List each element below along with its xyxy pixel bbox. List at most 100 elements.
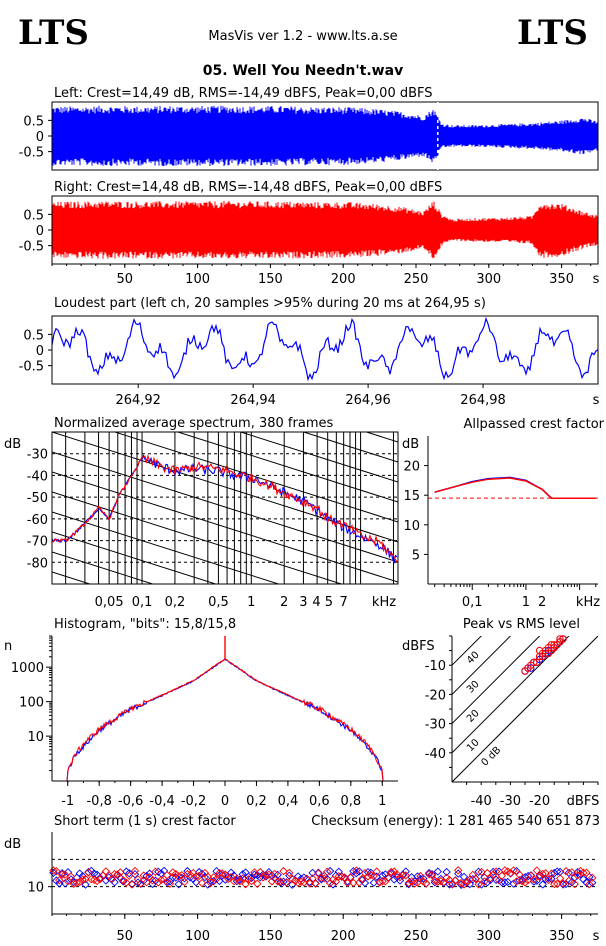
crest-marker-left <box>570 873 579 882</box>
crest-marker-right <box>194 871 204 881</box>
x-tick-label: 150 <box>258 272 283 287</box>
x-tick-label: 0,1 <box>132 595 153 610</box>
diagonal-label: 40 <box>465 650 482 667</box>
x-unit-label: kHz <box>372 595 396 610</box>
diagonal-label: 10 <box>465 737 482 754</box>
crest-marker-right <box>323 867 332 876</box>
crest-marker-left <box>226 868 236 877</box>
y-axis-label: dBFS <box>402 639 435 654</box>
slope-line <box>52 451 398 563</box>
x-tick-label: 250 <box>404 272 429 287</box>
crest-marker-right <box>515 870 524 879</box>
crest-marker-left <box>357 875 367 885</box>
crest-marker-right <box>165 879 175 888</box>
crest-marker-right <box>92 876 102 886</box>
y-tick-label: -20 <box>425 688 446 703</box>
x-tick-label: 1 <box>247 595 255 610</box>
x-tick-label: 0 <box>221 794 229 809</box>
crest-left-line <box>434 476 596 499</box>
crest-marker-right <box>291 876 300 886</box>
crest-marker-right <box>241 880 250 889</box>
crest-marker-left <box>459 872 469 882</box>
crest-marker-right <box>558 879 568 888</box>
crest-marker-right <box>456 878 466 888</box>
x-tick-label: 0,2 <box>165 595 186 610</box>
crest-marker-right <box>427 870 437 880</box>
crest-marker-left <box>308 868 317 878</box>
crest-marker-right <box>229 877 239 886</box>
crest-marker-right <box>588 873 597 882</box>
diagonal-label: 30 <box>465 679 482 696</box>
y-tick-label: 20 <box>403 460 420 475</box>
x-tick-label: -0,8 <box>86 794 111 809</box>
crest-marker-right <box>107 874 116 884</box>
histogram-right-line <box>52 657 398 781</box>
crest-marker-right <box>474 880 483 889</box>
x-tick-label: 350 <box>549 272 574 287</box>
crest-marker-left <box>352 869 361 878</box>
crest-marker-right <box>419 877 428 886</box>
x-tick-label: 3 <box>299 595 307 610</box>
x-tick-label: 150 <box>258 929 283 944</box>
y-tick-label: 5 <box>412 548 420 563</box>
x-tick-label: 200 <box>331 272 356 287</box>
crest-diagonal <box>452 636 512 696</box>
crest-marker-right <box>203 872 212 881</box>
crest-marker-right <box>218 869 227 878</box>
crest-marker-right <box>238 874 247 883</box>
panel-title: Short term (1 s) crest factor <box>54 814 236 829</box>
crest-marker-right <box>555 874 565 883</box>
crest-marker-right <box>363 872 373 881</box>
crest-marker-right <box>180 877 189 887</box>
x-tick-label: 2 <box>280 595 288 610</box>
scatter-point-right <box>544 644 553 652</box>
panel-title: Left: Crest=14,49 dB, RMS=-14,49 dBFS, P… <box>54 86 433 101</box>
crest-marker-left <box>60 879 70 888</box>
crest-marker-right <box>561 867 571 876</box>
x-tick-label: 264,94 <box>230 393 276 408</box>
crest-marker-right <box>454 866 463 875</box>
logo-left: LTS <box>18 13 89 53</box>
x-tick-label: -40 <box>471 794 492 809</box>
crest-marker-right <box>171 869 180 879</box>
crest-marker-right <box>491 867 501 876</box>
y-tick-label: -60 <box>27 513 48 528</box>
crest-marker-right <box>553 879 562 889</box>
crest-marker-right <box>148 876 157 885</box>
crest-marker-right <box>320 874 329 883</box>
scatter-point-right <box>533 658 541 666</box>
y-tick-label: 1000 <box>11 661 44 676</box>
panel-title: Right: Crest=14,48 dB, RMS=-14,48 dBFS, … <box>54 180 442 195</box>
x-tick-label: 0,8 <box>340 794 361 809</box>
crest-marker-right <box>119 876 128 885</box>
crest-marker-right <box>582 868 591 877</box>
x-tick-label: 264,98 <box>460 393 506 408</box>
crest-marker-left <box>125 869 134 878</box>
app-title: MasVis ver 1.2 - www.lts.a.se <box>208 29 397 44</box>
panel-title: Peak vs RMS level <box>463 617 580 632</box>
crest-marker-right <box>360 868 370 878</box>
diagonal-label: 0 dB <box>480 745 504 769</box>
scatter-point-right <box>538 652 547 661</box>
crest-marker-left <box>212 867 221 876</box>
crest-marker-left <box>58 869 67 878</box>
panel-histogram: Histogram, "bits": 15,8/15,8n100010010-1… <box>4 617 398 809</box>
x-unit-label: s <box>593 272 600 287</box>
y-axis-label: dB <box>4 837 21 852</box>
x-tick-label: 350 <box>549 929 574 944</box>
waveform <box>52 105 598 167</box>
slope-line <box>52 652 398 762</box>
diagonals <box>452 636 598 782</box>
crest-marker-left <box>191 878 201 887</box>
crest-marker-right <box>52 867 61 876</box>
y-tick-label: 0 <box>36 224 44 239</box>
crest-marker-right <box>288 874 297 884</box>
crest-marker-right <box>442 873 451 882</box>
crest-marker-right <box>162 871 172 880</box>
x-unit-label: s <box>593 393 600 408</box>
crest-marker-left <box>390 875 399 884</box>
y-tick-label: 0.5 <box>23 114 44 129</box>
crest-marker-left <box>285 871 294 880</box>
y-tick-label: -30 <box>425 718 446 733</box>
